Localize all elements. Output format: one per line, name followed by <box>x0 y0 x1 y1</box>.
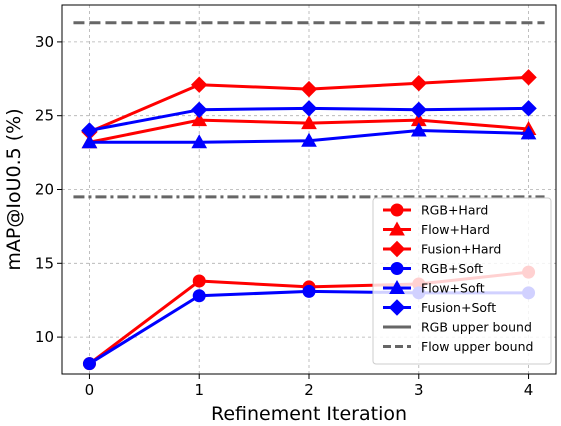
legend-label: RGB upper bound <box>421 320 532 335</box>
data-point-rgb-soft <box>192 289 206 303</box>
data-point-fusion-soft <box>520 100 537 117</box>
data-point-fusion-soft <box>81 122 98 139</box>
data-point-fusion-hard <box>410 75 427 92</box>
legend-item: Flow upper bound <box>383 339 533 354</box>
data-point-flow-soft <box>191 134 208 149</box>
data-point-flow-soft <box>81 134 98 149</box>
legend-marker <box>390 262 404 275</box>
ticks: 0 1 2 3 4 10 15 20 25 30 <box>35 33 533 399</box>
x-axis-label: Refinement Iteration <box>211 403 407 425</box>
data-point-fusion-soft <box>191 101 208 119</box>
legend-item: Fusion+Hard <box>383 240 501 258</box>
data-point-flow-soft <box>410 122 427 137</box>
y-tick-label: 15 <box>35 254 54 272</box>
legend-label: Flow upper bound <box>421 339 533 354</box>
legend-item: Flow+Soft <box>383 279 485 296</box>
legend-label: Fusion+Hard <box>421 242 501 257</box>
data-point-flow-hard <box>191 112 208 127</box>
legend-item: Flow+Hard <box>383 221 490 237</box>
x-tick-label: 0 <box>85 381 95 399</box>
y-tick-label: 30 <box>35 33 54 51</box>
y-axis-label: mAP@IoU0.5 (%) <box>3 108 25 270</box>
data-point-rgb-soft <box>82 357 96 371</box>
data-point-rgb-hard <box>192 274 206 288</box>
legend-marker <box>389 221 405 236</box>
x-tick-label: 2 <box>304 381 314 399</box>
series-flow-soft <box>81 122 537 149</box>
data-point-fusion-hard <box>300 80 318 98</box>
y-tick-label: 10 <box>35 328 54 346</box>
series-fusion-soft <box>81 100 537 139</box>
legend-marker <box>388 240 406 258</box>
legend-marker <box>389 279 405 294</box>
legend-box <box>372 197 552 365</box>
data-point-fusion-hard <box>520 69 537 86</box>
data-point-fusion-soft <box>410 101 427 119</box>
legend-marker <box>390 203 404 217</box>
legend-item: Fusion+Soft <box>383 299 496 316</box>
legend-item: RGB+Hard <box>383 203 488 218</box>
legend-label: Flow+Hard <box>421 222 490 237</box>
x-tick-label: 3 <box>414 381 424 399</box>
data-point-flow-hard <box>301 115 317 130</box>
legend-marker <box>388 299 406 316</box>
legend-item: RGB upper bound <box>383 320 532 335</box>
data-point-rgb-soft <box>302 284 316 298</box>
legend: RGB+Hard Flow+Hard Fusion+Hard RGB+Soft Flow… <box>372 197 552 365</box>
y-tick-label: 25 <box>35 107 54 125</box>
data-point-fusion-soft <box>300 100 318 117</box>
reference-lines <box>73 21 545 199</box>
x-tick-label: 4 <box>524 381 534 399</box>
legend-label: Fusion+Soft <box>421 300 496 315</box>
x-tick-label: 1 <box>194 381 204 399</box>
legend-item: RGB+Soft <box>383 261 483 276</box>
legend-label: Flow+Soft <box>421 281 485 296</box>
data-point-flow-soft <box>520 125 537 140</box>
data-point-fusion-hard <box>191 76 208 93</box>
y-tick-label: 20 <box>35 181 54 199</box>
legend-label: RGB+Soft <box>421 261 483 276</box>
data-point-flow-soft <box>301 132 317 147</box>
legend-label: RGB+Hard <box>421 203 488 218</box>
